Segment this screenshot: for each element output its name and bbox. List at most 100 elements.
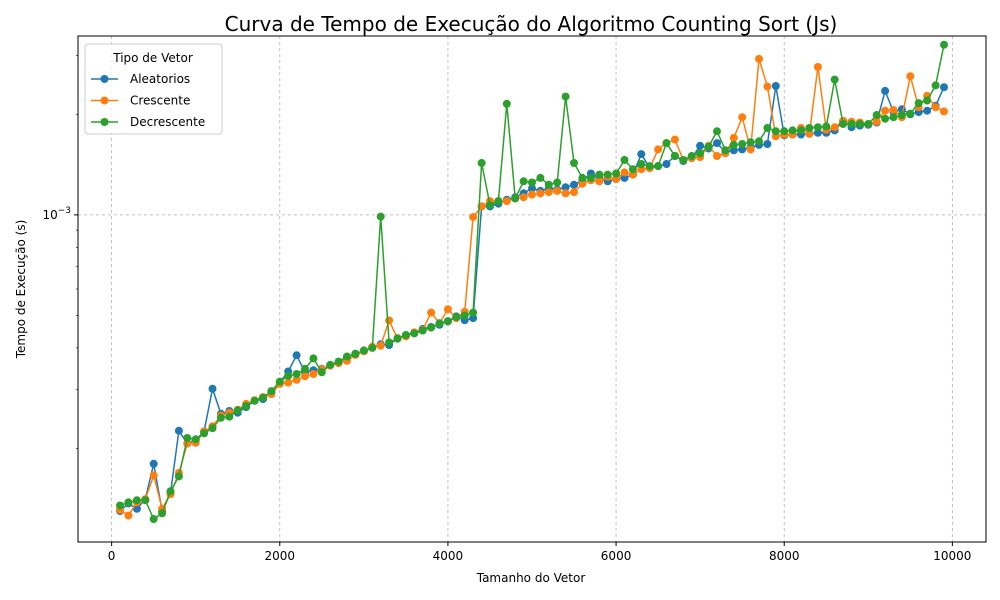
data-point [612, 169, 621, 178]
legend-entry: Crescente [91, 94, 190, 108]
data-point [183, 434, 192, 442]
data-point [561, 183, 570, 192]
data-point [116, 501, 124, 510]
data-point [940, 107, 948, 116]
data-point [612, 175, 621, 184]
data-point [755, 137, 763, 146]
data-point [889, 113, 898, 122]
data-point [570, 180, 578, 189]
data-point [301, 364, 309, 373]
x-tick-label: 6000 [601, 549, 632, 563]
data-point [477, 159, 486, 167]
series-group [116, 40, 948, 523]
data-point [746, 145, 755, 154]
data-point [830, 123, 839, 132]
data-point [797, 126, 805, 135]
data-point [486, 201, 494, 210]
data-point [544, 188, 553, 197]
y-axis-label: Tempo de Execução (s) [14, 220, 28, 360]
data-point [385, 316, 394, 325]
data-point [553, 178, 562, 187]
data-point [881, 86, 890, 95]
data-point [343, 352, 351, 361]
data-point [940, 83, 948, 92]
data-point [713, 139, 721, 148]
x-tick-label: 10000 [933, 549, 971, 563]
data-point [200, 429, 209, 438]
data-point [620, 173, 629, 182]
data-point [872, 111, 881, 119]
data-point [780, 127, 789, 136]
series-decrescente [116, 40, 948, 523]
data-point [284, 378, 293, 387]
data-point [855, 120, 864, 128]
data-point [763, 140, 772, 148]
data-point [149, 515, 158, 523]
legend-label: Aleatorios [130, 72, 190, 86]
data-point [645, 162, 654, 171]
data-point [250, 396, 259, 405]
data-point [788, 126, 797, 135]
data-point [435, 319, 444, 328]
data-point [940, 40, 948, 49]
data-point [637, 160, 646, 168]
data-point [923, 96, 932, 105]
data-point [897, 111, 906, 119]
data-point [519, 193, 528, 202]
data-point [511, 194, 520, 203]
data-point [628, 165, 637, 174]
data-point [839, 120, 848, 128]
data-point [191, 435, 200, 444]
legend-title: Tipo de Vetor [112, 51, 193, 65]
data-point [284, 371, 293, 380]
x-tick-label: 4000 [433, 549, 464, 563]
data-point [401, 331, 410, 339]
data-point [881, 106, 890, 115]
data-point [418, 326, 427, 335]
legend-label: Crescente [130, 94, 190, 108]
data-point [141, 496, 150, 505]
data-point [528, 178, 536, 187]
data-point [813, 128, 822, 137]
data-point [124, 511, 133, 520]
data-point [166, 487, 175, 496]
data-point [528, 190, 536, 199]
data-point [906, 109, 915, 118]
x-tick-label: 0 [108, 549, 116, 563]
data-point [275, 377, 284, 386]
data-point [208, 424, 217, 433]
data-point [536, 173, 545, 182]
data-point [670, 152, 679, 160]
data-point [679, 156, 688, 164]
data-point [528, 184, 536, 193]
data-point [763, 82, 772, 91]
data-point [309, 370, 318, 378]
data-point [738, 140, 747, 148]
x-axis-label: Tamanho do Vetor [476, 571, 586, 585]
data-point [654, 145, 663, 154]
data-point [931, 103, 940, 112]
data-point [124, 498, 133, 507]
data-point [469, 308, 478, 317]
data-point [536, 189, 545, 198]
data-point [368, 343, 377, 352]
data-point [452, 313, 461, 321]
data-point [544, 180, 553, 189]
legend-marker [100, 75, 109, 83]
data-point [729, 133, 738, 142]
data-point [570, 159, 578, 167]
data-point [469, 314, 478, 323]
data-point [158, 509, 167, 518]
data-point [670, 135, 679, 144]
data-point [519, 177, 528, 186]
data-point [763, 124, 772, 132]
data-point [132, 504, 141, 513]
data-point [696, 141, 705, 150]
data-point [864, 120, 873, 128]
data-point [872, 117, 881, 126]
legend-marker [100, 118, 109, 126]
data-point [931, 81, 940, 90]
data-point [570, 188, 578, 197]
data-point [586, 173, 595, 182]
data-point [267, 387, 276, 396]
